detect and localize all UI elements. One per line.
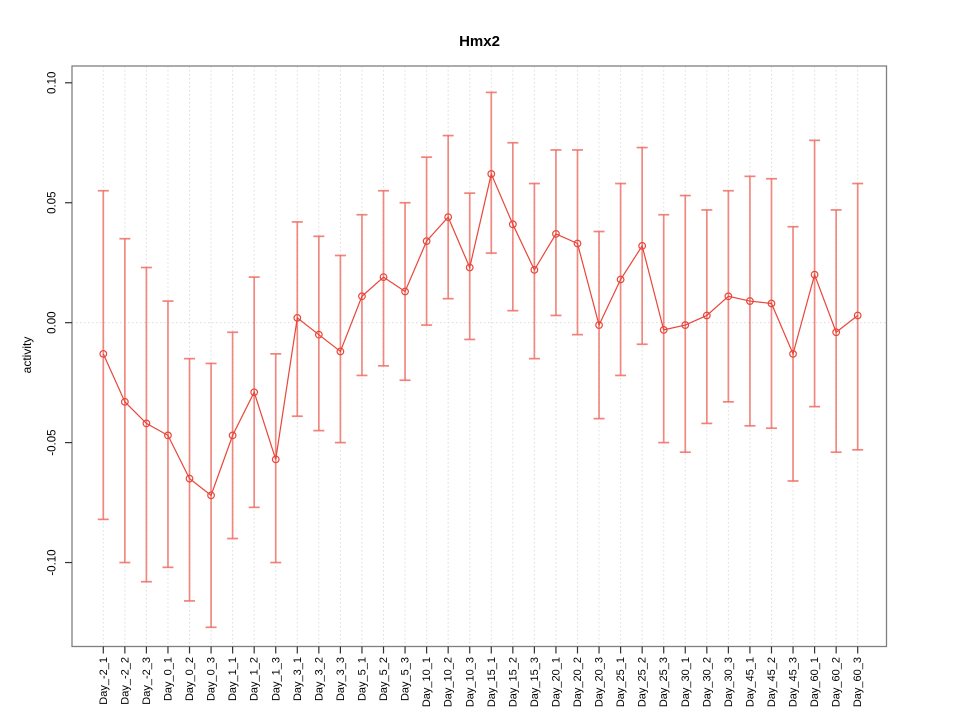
x-tick-label: Day_15_3	[529, 657, 541, 707]
y-tick-label: 0.05	[47, 192, 59, 214]
x-tick-label: Day_10_2	[443, 657, 455, 707]
x-tick-label: Day_0_3	[206, 657, 218, 701]
x-tick-label: Day_25_2	[637, 657, 649, 707]
data-point-marker	[789, 349, 797, 358]
y-tick-label: -0.10	[47, 549, 59, 575]
x-tick-label: Day_20_3	[594, 657, 606, 707]
data-point-marker	[573, 239, 582, 248]
y-tick-label: -0.05	[47, 429, 59, 455]
x-tick-label: Day_5_1	[356, 657, 368, 701]
x-tick-label: Day_45_3	[788, 657, 800, 707]
chart-title: Hmx2	[459, 33, 500, 50]
y-tick-label: 0.00	[47, 311, 59, 333]
data-point-marker	[142, 419, 151, 428]
x-tick-label: Day_10_3	[464, 657, 476, 707]
data-point-marker	[832, 328, 841, 337]
data-point-marker	[853, 311, 862, 320]
x-tick-label: Day_60_1	[809, 657, 821, 707]
data-point-marker	[164, 431, 172, 440]
data-point-marker	[293, 313, 302, 322]
data-point-marker	[616, 275, 625, 284]
x-tick-label: Day_0_2	[184, 657, 196, 701]
data-point-marker	[681, 321, 690, 329]
data-point-marker	[379, 273, 388, 281]
data-point-marker	[401, 287, 409, 296]
data-point-marker	[250, 388, 259, 397]
x-tick-label: Day_30_2	[701, 657, 713, 707]
data-point-marker	[659, 325, 668, 334]
y-axis-label: activity	[20, 336, 34, 374]
data-point-marker	[444, 213, 453, 222]
x-tick-label: Day_60_3	[852, 657, 864, 707]
data-point-marker	[336, 347, 345, 356]
y-tick-label: 0.10	[47, 72, 59, 94]
x-tick-label: Day_5_2	[378, 657, 390, 701]
x-tick-label: Day_1_1	[227, 657, 239, 701]
x-tick-label: Day_45_2	[766, 657, 778, 707]
plot-frame	[71, 65, 888, 648]
x-tick-label: Day_0_1	[162, 657, 174, 701]
data-point-marker	[810, 270, 819, 279]
x-tick-label: Day_60_2	[831, 657, 843, 707]
x-tick-label: Day_25_1	[615, 657, 627, 707]
x-tick-label: Day_-2_2	[119, 657, 131, 705]
data-point-marker	[422, 237, 431, 246]
x-tick-label: Day_1_2	[249, 657, 261, 701]
x-tick-label: Day_5_3	[400, 657, 412, 701]
data-point-marker	[185, 474, 194, 483]
data-point-marker	[638, 242, 647, 250]
data-point-marker	[530, 265, 539, 274]
data-point-marker	[271, 455, 280, 464]
x-tick-label: Day_1_3	[270, 657, 282, 701]
data-point-marker	[314, 330, 323, 339]
data-point-marker	[207, 491, 215, 500]
data-point-marker	[120, 397, 129, 406]
x-tick-label: Day_45_1	[744, 657, 756, 707]
data-point-marker	[702, 311, 711, 320]
data-point-marker	[508, 220, 517, 229]
data-point-marker	[99, 349, 108, 358]
x-tick-label: Day_3_3	[335, 657, 347, 701]
x-tick-label: Day_15_2	[507, 657, 519, 707]
data-point-marker	[465, 263, 474, 272]
data-point-marker	[767, 299, 776, 308]
data-point-marker	[228, 431, 237, 440]
data-point-marker	[595, 321, 603, 329]
data-point-marker	[358, 292, 366, 301]
x-tick-label: Day_30_1	[680, 657, 692, 707]
x-tick-label: Day_3_1	[292, 657, 304, 701]
x-tick-label: Day_20_2	[572, 657, 584, 707]
x-tick-label: Day_20_1	[550, 657, 562, 707]
series-line	[102, 172, 859, 497]
x-tick-label: Day_15_1	[486, 657, 498, 707]
data-point-marker	[487, 170, 496, 178]
x-tick-label: Day_3_2	[313, 657, 325, 701]
x-tick-label: Day_25_3	[658, 657, 670, 707]
x-tick-label: Day_30_3	[723, 657, 735, 707]
x-tick-label: Day_-2_3	[141, 657, 153, 705]
x-tick-label: Day_-2_1	[98, 657, 110, 705]
data-point-marker	[724, 292, 733, 301]
data-point-marker	[746, 297, 754, 305]
data-point-marker	[552, 230, 560, 238]
x-tick-label: Day_10_1	[421, 657, 433, 707]
